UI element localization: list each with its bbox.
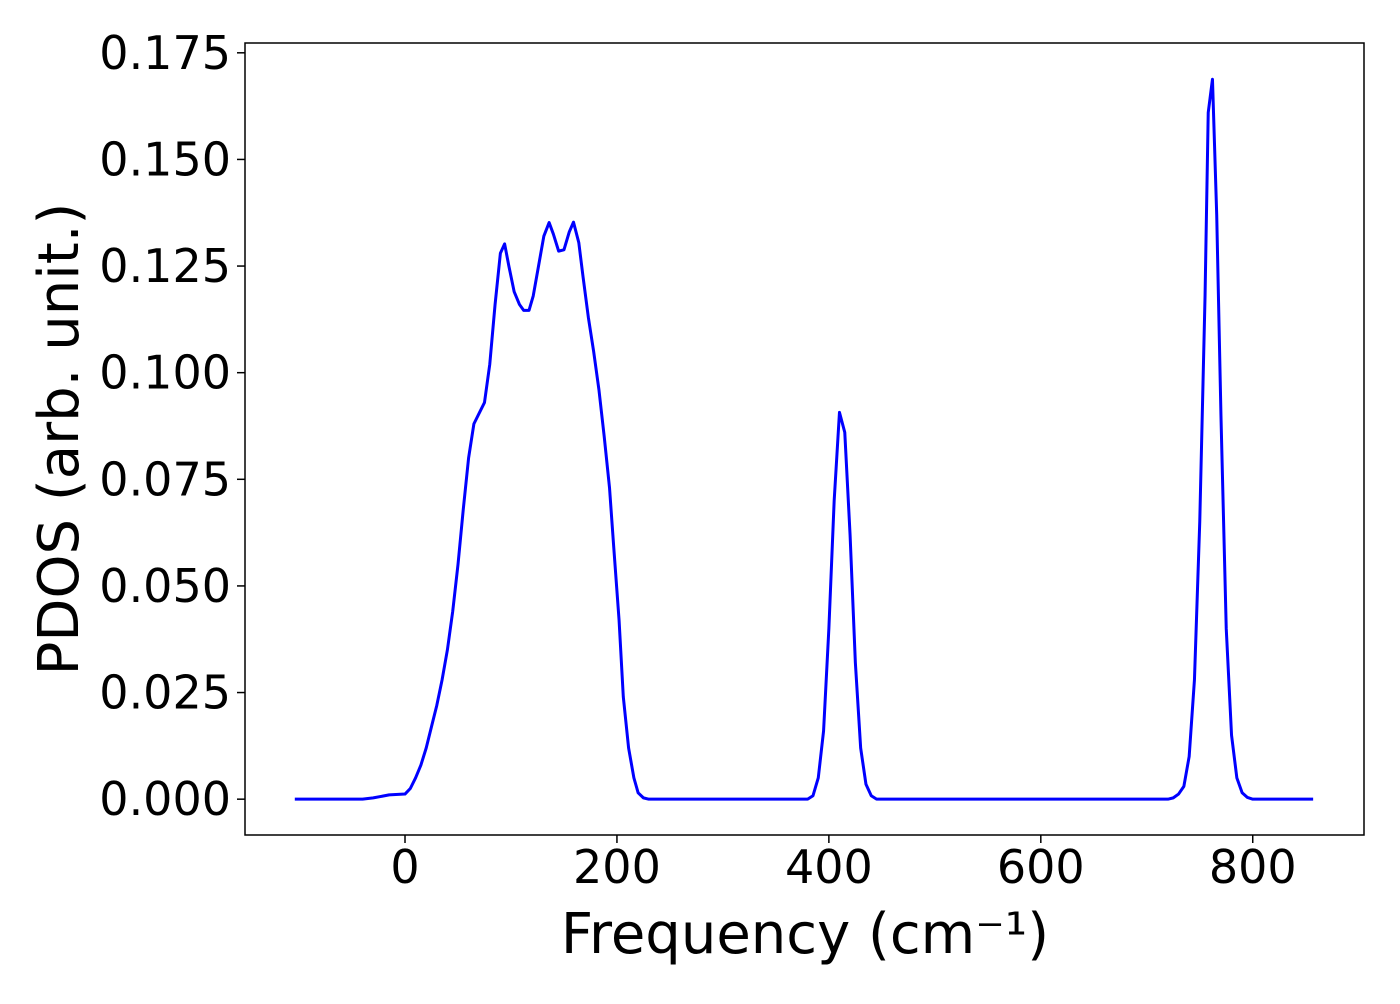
x-tick-label: 0 — [390, 840, 419, 894]
x-tick-label: 800 — [1209, 840, 1297, 894]
plot-frame — [244, 42, 1365, 836]
data-line — [294, 77, 1314, 801]
x-tick-label: 600 — [997, 840, 1085, 894]
y-tick-label: 0.150 — [99, 132, 231, 186]
y-tick-label: 0.175 — [99, 26, 231, 80]
y-tick-label: 0.025 — [99, 666, 231, 720]
y-tick-label: 0.100 — [99, 346, 231, 400]
x-tick-label: 200 — [573, 840, 661, 894]
x-tick-label: 400 — [785, 840, 873, 894]
x-axis-label: Frequency (cm⁻¹) — [561, 902, 1049, 967]
y-tick-label: 0.075 — [99, 452, 231, 506]
y-tick-label: 0.125 — [99, 239, 231, 293]
y-axis-label: PDOS (arb. unit.) — [27, 203, 92, 676]
y-tick-label: 0.000 — [99, 772, 231, 826]
y-tick-label: 0.050 — [99, 559, 231, 613]
